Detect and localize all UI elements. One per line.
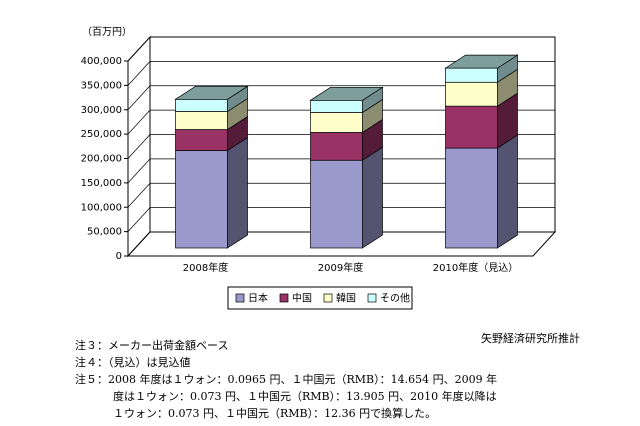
bar bbox=[175, 129, 228, 151]
bar bbox=[175, 150, 228, 249]
y-tick-label: 50,000 bbox=[87, 227, 122, 238]
bar-side bbox=[497, 134, 518, 249]
bar-side bbox=[362, 146, 383, 249]
bar bbox=[175, 98, 228, 112]
legend-swatch bbox=[323, 293, 333, 303]
grid-line-side bbox=[127, 207, 151, 232]
grid-line-side bbox=[127, 134, 151, 159]
y-tick-label: 100,000 bbox=[81, 202, 122, 213]
note: １ウォン：0.073 円、１中国元（RMB）：12.36 円で換算した。 bbox=[113, 406, 436, 420]
bar-top bbox=[444, 54, 519, 69]
note: 注５：2008 年度は１ウォン：0.0965 円、１中国元（RMB）：14.65… bbox=[75, 372, 497, 386]
grid-line-side bbox=[127, 36, 151, 62]
y-tick-label: 200,000 bbox=[81, 154, 122, 165]
x-tick-label: 2010年度（見込） bbox=[433, 261, 518, 274]
bar bbox=[310, 99, 363, 113]
bar bbox=[445, 105, 498, 149]
legend-swatch bbox=[367, 293, 377, 303]
legend-label: 中国 bbox=[292, 292, 312, 305]
bar bbox=[310, 132, 363, 161]
bar bbox=[445, 81, 498, 107]
legend-box bbox=[227, 286, 413, 310]
note: 注３：メーカー出荷金額ベース bbox=[75, 338, 228, 352]
grid-line-side bbox=[127, 85, 151, 110]
grid-line-side bbox=[127, 158, 151, 184]
legend-swatch bbox=[235, 293, 245, 303]
legend-label: 韓国 bbox=[336, 293, 356, 305]
source: 矢野経済研究所推計 bbox=[481, 331, 580, 345]
bar-top bbox=[309, 86, 384, 101]
y-tick-label: 250,000 bbox=[81, 129, 122, 140]
note: 注４：（見込）は見込値 bbox=[75, 355, 191, 369]
y-tick-label: 300,000 bbox=[81, 105, 122, 116]
y-tick-label: 150,000 bbox=[81, 178, 122, 189]
y-unit: （百万円） bbox=[82, 26, 132, 38]
grid-line-side bbox=[127, 183, 151, 208]
grid-line-side bbox=[127, 109, 151, 135]
bar-side bbox=[227, 136, 248, 249]
grid-line-side bbox=[127, 231, 151, 257]
bar bbox=[175, 111, 228, 130]
legend-swatch bbox=[279, 293, 289, 303]
x-tick-label: 2008年度 bbox=[183, 261, 228, 274]
legend-label: 日本 bbox=[248, 292, 268, 305]
bar bbox=[445, 147, 498, 249]
y-tick-label: 350,000 bbox=[81, 80, 122, 91]
bar bbox=[310, 159, 363, 249]
legend-label: その他 bbox=[380, 292, 410, 305]
bar bbox=[310, 112, 363, 133]
x-tick-label: 2009年度 bbox=[318, 261, 363, 274]
grid-line-side bbox=[127, 61, 151, 86]
y-tick-label: 0 bbox=[116, 251, 122, 262]
bar bbox=[445, 67, 498, 83]
note: 度は１ウォン：0.073 円、１中国元（RMB）：13.905 円、2010 年… bbox=[113, 389, 497, 403]
bar-top bbox=[174, 85, 249, 100]
y-tick-label: 400,000 bbox=[81, 56, 122, 67]
